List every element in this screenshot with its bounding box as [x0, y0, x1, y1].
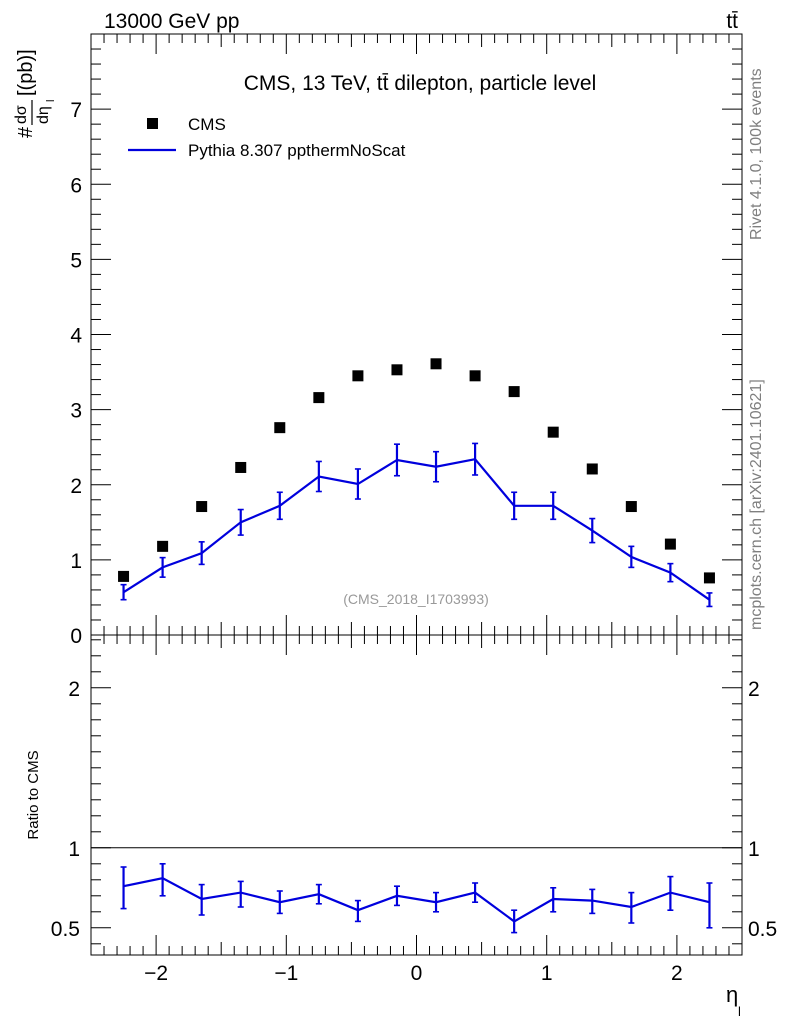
ratio-x-tick-label: 0 — [411, 962, 423, 985]
svg-text:l: l — [45, 100, 57, 102]
svg-text:l: l — [738, 1004, 741, 1019]
cms-marker — [157, 540, 169, 552]
side-text-top: Rivet 4.1.0, 100k events — [748, 68, 765, 240]
svg-text:dη: dη — [35, 106, 52, 124]
main-y-tick-label: 3 — [70, 400, 82, 423]
cms-marker — [664, 538, 676, 550]
legend-cms-marker — [147, 118, 158, 129]
ratio-axis-ticks — [90, 635, 743, 955]
ratio-y-tick-label-right: 1 — [748, 838, 760, 861]
cms-marker — [508, 386, 520, 398]
cms-marker — [235, 461, 247, 473]
ratio-y-tick-label: 2 — [68, 678, 80, 701]
ratio-y-tick-label-right: 0.5 — [748, 918, 777, 941]
legend-pythia-label: Pythia 8.307 ppthermNoScat — [188, 141, 406, 160]
ratio-frame — [90, 634, 743, 956]
svg-text:η: η — [726, 982, 738, 1007]
watermark: (CMS_2018_I1703993) — [343, 591, 489, 607]
cms-marker — [352, 370, 364, 382]
svg-text:dσ: dσ — [13, 105, 30, 124]
main-plot-panel: CMS, 13 TeV, tt̄ dilepton, particle leve… — [13, 33, 743, 648]
main-axis-ticks — [90, 33, 743, 636]
pythia-line — [123, 457, 711, 601]
x-axis-label: η l — [726, 982, 741, 1019]
cms-marker — [547, 426, 559, 438]
ratio-y-tick-label: 0.5 — [51, 918, 80, 941]
ratio-x-tick-label: 2 — [671, 962, 683, 985]
ratio-y-tick-label-right: 2 — [748, 678, 760, 701]
ratio-y-tick-labels: 0.5 0.5 1 1 2 2 — [51, 678, 777, 941]
ratio-x-tick-label: −1 — [274, 962, 298, 985]
main-y-tick-label: 1 — [70, 550, 82, 573]
cms-marker — [196, 501, 208, 513]
header-right: tt̄ — [726, 10, 738, 33]
cms-marker — [625, 501, 637, 513]
legend-cms-label: CMS — [188, 115, 226, 134]
ratio-x-tick-label: 1 — [541, 962, 553, 985]
cms-marker — [703, 572, 715, 584]
cms-marker — [118, 570, 130, 582]
main-y-axis-label: # dσ dη l [(pb)] — [13, 49, 57, 138]
ratio-x-tick-label: −2 — [144, 962, 168, 985]
ratio-line — [123, 877, 710, 923]
main-y-tick-label: 6 — [70, 174, 82, 197]
svg-text:#: # — [15, 126, 37, 138]
ratio-y-tick-label: 1 — [68, 838, 80, 861]
main-y-tick-label: 4 — [70, 325, 82, 348]
main-y-tick-label: 0 — [70, 625, 82, 648]
cms-marker — [313, 392, 325, 404]
cms-marker — [469, 370, 481, 382]
main-series-group — [118, 358, 715, 608]
cms-marker — [274, 422, 286, 434]
header-left: 13000 GeV pp — [104, 10, 239, 33]
ratio-y-axis-label: Ratio to CMS — [25, 750, 42, 839]
cms-marker — [586, 463, 598, 475]
main-y-tick-labels: 0 1 2 3 4 5 6 7 — [70, 99, 82, 648]
main-y-tick-label: 2 — [70, 475, 82, 498]
main-title: CMS, 13 TeV, tt̄ dilepton, particle leve… — [244, 72, 597, 95]
ratio-plot-panel: 0.5 0.5 1 1 2 2 −2 −1 0 1 2 Ratio to CMS η l — [25, 634, 777, 1019]
svg-text:[(pb)]: [(pb)] — [15, 49, 37, 96]
legend: CMS Pythia 8.307 ppthermNoScat — [128, 115, 406, 160]
cms-marker — [430, 358, 442, 370]
cms-marker — [391, 364, 403, 376]
ratio-series-group — [120, 862, 713, 934]
main-y-tick-label: 7 — [70, 99, 82, 122]
main-y-tick-label: 5 — [70, 249, 82, 272]
ratio-x-tick-labels: −2 −1 0 1 2 — [144, 962, 683, 985]
side-text-bottom: mcplots.cern.ch [arXiv:2401.10621] — [748, 379, 765, 630]
